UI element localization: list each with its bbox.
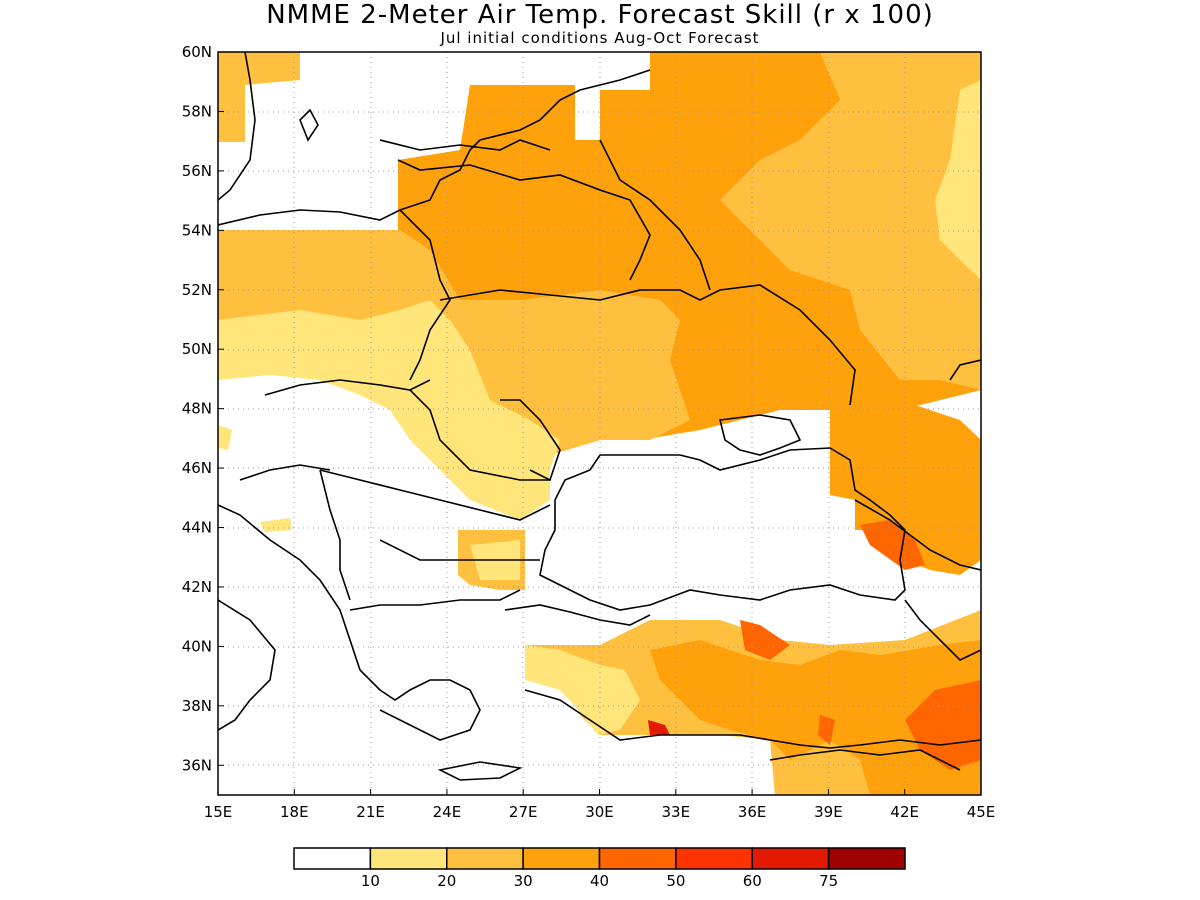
colorbar-label: 40	[590, 872, 609, 890]
lon-tick-label: 33E	[662, 803, 691, 821]
border-greece-north	[349, 589, 521, 611]
colorbar-label: 30	[514, 872, 533, 890]
lon-tick-label: 27E	[509, 803, 538, 821]
colorbar-label: 75	[819, 872, 838, 890]
border-poland-east	[399, 209, 451, 381]
skill-region-40-50-anatolia-north	[740, 620, 790, 660]
border-moldova	[500, 399, 561, 482]
lat-tick-label: 36N	[182, 756, 212, 774]
lat-tick-label: 44N	[182, 519, 212, 537]
anatolia-south-coast	[524, 689, 981, 749]
baltic-coast	[218, 69, 651, 226]
colorbar-swatch	[827, 847, 906, 870]
colorbar: 10 20 30 40 50 60 75	[293, 847, 906, 890]
border-turkey-east	[904, 599, 981, 661]
chart-subtitle: Jul initial conditions Aug-Oct Forecast	[440, 29, 760, 47]
lat-tick-label: 54N	[182, 221, 212, 239]
chart-title: NMME 2-Meter Air Temp. Forecast Skill (r…	[266, 0, 934, 30]
crete	[437, 761, 523, 781]
colorbar-label: 50	[666, 872, 685, 890]
border-balkans-2	[319, 469, 351, 601]
border-caucasus	[854, 499, 981, 571]
lon-tick-label: 36E	[738, 803, 767, 821]
lon-tick-label: 24E	[433, 803, 462, 821]
italy-heel	[218, 599, 276, 731]
border-balkans-1	[239, 464, 331, 481]
skill-region-40-50-anatolia-south	[905, 680, 981, 770]
gotland	[299, 108, 319, 142]
adriatic-coast	[218, 504, 361, 671]
border-balkans-3	[379, 539, 540, 561]
lat-tick-label: 60N	[182, 43, 212, 61]
latitude-axis: 60N 58N 56N 54N 52N 50N 48N 46N 44N 42N 40N 38N 36N	[182, 43, 224, 774]
skill-region-20-30-east	[720, 52, 981, 390]
colorbar-swatch	[751, 847, 830, 870]
lon-tick-label: 42E	[890, 803, 919, 821]
lon-tick-label: 39E	[814, 803, 843, 821]
skill-region-10-20-west	[218, 300, 560, 520]
border-danube	[319, 469, 551, 521]
skill-region-west-edge	[218, 425, 232, 450]
coastlines	[218, 52, 981, 781]
lon-tick-label: 45E	[967, 803, 996, 821]
colorbar-swatch	[598, 847, 677, 870]
skill-region-20-30-dalmatia	[260, 518, 292, 532]
border-russia	[599, 139, 711, 291]
border-baltics	[379, 139, 551, 151]
lat-tick-label: 52N	[182, 281, 212, 299]
colorbar-swatch	[293, 847, 372, 870]
border-hungary	[264, 379, 431, 396]
lon-tick-label: 18E	[280, 803, 309, 821]
lat-tick-label: 48N	[182, 400, 212, 418]
colorbar-swatch	[369, 847, 448, 870]
colorbar-label: 60	[743, 872, 762, 890]
lat-tick-label: 38N	[182, 697, 212, 715]
colorbar-swatch	[446, 847, 524, 870]
skill-region-40-50-small	[818, 715, 835, 745]
skill-region-40-50-caucasus	[860, 520, 925, 570]
skill-region-10-20-anatolia	[525, 645, 640, 735]
colorbar-label: 10	[361, 872, 380, 890]
graticule	[218, 52, 981, 795]
skill-region-30-40-anatolia	[650, 640, 981, 795]
skill-region-50-60-anatolia	[648, 720, 670, 735]
lat-tick-label: 58N	[182, 102, 212, 120]
marmara-coast	[504, 604, 651, 626]
lat-tick-label: 56N	[182, 162, 212, 180]
sweden-coast	[218, 52, 256, 201]
skill-region-10-20-east	[935, 80, 981, 280]
lon-tick-label: 30E	[585, 803, 614, 821]
black-sea-coast	[539, 447, 906, 611]
greece-coast	[359, 669, 481, 741]
skill-fill-layer	[218, 52, 981, 795]
border-syria	[769, 749, 961, 771]
colorbar-label: 20	[437, 872, 456, 890]
lon-tick-label: 15E	[204, 803, 233, 821]
lat-tick-label: 50N	[182, 340, 212, 358]
border-belarus	[397, 159, 651, 281]
skill-region-20-30-baltic	[218, 52, 300, 142]
caspian-coast	[949, 359, 981, 381]
azov-coast	[719, 414, 802, 456]
border-ukraine-north	[439, 284, 856, 406]
lat-tick-label: 46N	[182, 459, 212, 477]
colorbar-swatch	[522, 847, 601, 870]
lon-tick-label: 21E	[356, 803, 385, 821]
colorbar-swatch	[675, 847, 753, 870]
border-romania	[409, 389, 550, 481]
lat-tick-label: 42N	[182, 578, 212, 596]
lat-tick-label: 40N	[182, 637, 212, 655]
longitude-axis: 15E 18E 21E 24E 27E 30E 33E 36E 39E 42E 45E	[204, 789, 996, 821]
